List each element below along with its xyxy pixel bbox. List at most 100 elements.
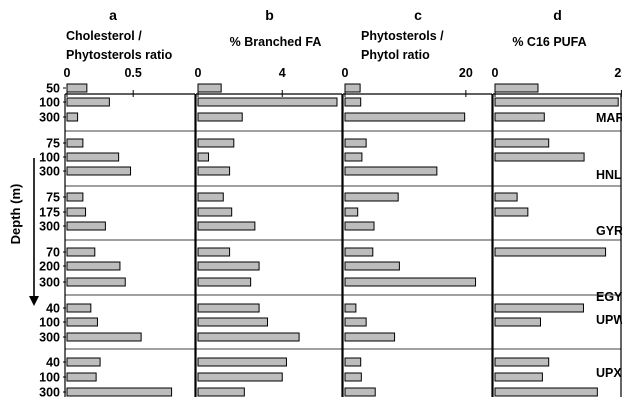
panel-a-tick-label: 0 xyxy=(64,66,71,80)
bar-b-GYR-75 xyxy=(197,192,224,202)
bar-a-HNL-75 xyxy=(66,138,84,148)
bar-c-MAR-50 xyxy=(344,83,361,93)
bar-b-UPX-300 xyxy=(197,387,245,397)
bar-d-MAR-300 xyxy=(494,112,545,122)
bar-a-HNL-100 xyxy=(66,152,120,162)
bar-d-GYR-175 xyxy=(494,207,529,217)
bar-b-HNL-100 xyxy=(197,152,210,162)
bar-b-HNL-75 xyxy=(197,138,235,148)
bar-b-UPX-40 xyxy=(197,357,287,367)
panel-letter-b: b xyxy=(265,7,274,23)
bar-c-MAR-100 xyxy=(344,97,362,107)
bar-b-MAR-50 xyxy=(197,83,222,93)
panel-c-tick-label: 20 xyxy=(459,66,473,80)
depth-label: 70 xyxy=(46,246,60,260)
depth-label: 100 xyxy=(39,316,60,330)
bar-d-MAR-100 xyxy=(494,97,619,107)
bar-c-UPX-40 xyxy=(344,357,362,367)
site-label-EGY: EGY xyxy=(596,290,622,304)
depth-label: 40 xyxy=(46,356,60,370)
panel-a-title-line1: Cholesterol / xyxy=(66,29,142,43)
bar-c-UPW-40 xyxy=(344,303,357,313)
bar-a-EGY-200 xyxy=(66,261,121,271)
bar-c-MAR-300 xyxy=(344,112,466,122)
bar-b-UPW-40 xyxy=(197,303,260,313)
depth-label: 75 xyxy=(46,137,60,151)
bar-b-UPW-300 xyxy=(197,332,300,342)
bar-a-MAR-300 xyxy=(66,112,79,122)
bar-d-GYR-75 xyxy=(494,192,518,202)
bar-a-UPX-100 xyxy=(66,372,97,382)
bar-a-MAR-100 xyxy=(66,97,110,107)
bar-d-HNL-100 xyxy=(494,152,585,162)
bar-c-UPX-100 xyxy=(344,372,362,382)
bar-b-MAR-100 xyxy=(197,97,338,107)
bar-c-GYR-300 xyxy=(344,221,375,231)
panel-b-tick-label: 4 xyxy=(279,66,286,80)
bar-d-HNL-75 xyxy=(494,138,550,148)
depth-label: 50 xyxy=(46,82,60,96)
bar-d-UPX-100 xyxy=(494,372,543,382)
bar-d-UPW-100 xyxy=(494,317,541,327)
bar-b-HNL-300 xyxy=(197,166,231,176)
bar-a-GYR-75 xyxy=(66,192,84,202)
panel-b-tick-label: 0 xyxy=(195,66,202,80)
bar-c-HNL-75 xyxy=(344,138,367,148)
site-label-GYR: GYR xyxy=(596,224,622,238)
panel-c-title-line1: Phytosterols / xyxy=(361,29,444,43)
panel-b-title: % Branched FA xyxy=(230,35,322,49)
site-label-UPW: UPW xyxy=(596,313,622,327)
bar-d-UPX-300 xyxy=(494,387,598,397)
panel-d-title: % C16 PUFA xyxy=(512,35,586,49)
bar-a-UPW-300 xyxy=(66,332,142,342)
depth-arrow-head xyxy=(29,296,39,306)
panel-d-tick-label: 0 xyxy=(492,66,499,80)
bar-b-UPX-100 xyxy=(197,372,283,382)
bar-b-GYR-175 xyxy=(197,207,233,217)
bar-a-UPX-40 xyxy=(66,357,101,367)
bar-a-UPW-40 xyxy=(66,303,92,313)
bar-c-GYR-175 xyxy=(344,207,359,217)
panel-c-title-line2: Phytol ratio xyxy=(361,48,430,62)
depth-label: 100 xyxy=(39,151,60,165)
bar-a-GYR-175 xyxy=(66,207,87,217)
bar-c-GYR-75 xyxy=(344,192,399,202)
panel-d-tick-label: 20 xyxy=(614,66,622,80)
bar-c-EGY-300 xyxy=(344,277,477,287)
depth-label: 40 xyxy=(46,302,60,316)
panel-a-tick-label: 0.5 xyxy=(124,66,141,80)
depth-label: 300 xyxy=(39,386,60,399)
panel-letter-a: a xyxy=(109,7,117,23)
depth-label: 300 xyxy=(39,111,60,125)
bar-b-GYR-300 xyxy=(197,221,256,231)
site-label-MAR: MAR xyxy=(596,111,622,125)
panel-c-tick-label: 0 xyxy=(342,66,349,80)
panel-a-title-line2: Phytosterols ratio xyxy=(66,48,173,62)
depth-label: 100 xyxy=(39,371,60,385)
depth-label: 300 xyxy=(39,276,60,290)
y-axis-label: Depth (m) xyxy=(8,184,23,245)
panel-letter-d: d xyxy=(553,7,562,23)
panel-letter-c: c xyxy=(414,7,422,23)
depth-label: 100 xyxy=(39,96,60,110)
bar-c-UPW-300 xyxy=(344,332,396,342)
bar-c-EGY-70 xyxy=(344,247,374,257)
bar-b-UPW-100 xyxy=(197,317,268,327)
depth-label: 175 xyxy=(39,206,60,220)
site-label-HNL: HNL xyxy=(596,168,622,182)
bar-a-GYR-300 xyxy=(66,221,106,231)
bar-c-EGY-200 xyxy=(344,261,400,271)
bar-a-UPX-300 xyxy=(66,387,173,397)
bar-d-UPX-40 xyxy=(494,357,550,367)
depth-label: 300 xyxy=(39,165,60,179)
bar-c-HNL-300 xyxy=(344,166,438,176)
depth-label: 75 xyxy=(46,191,60,205)
bar-d-MAR-50 xyxy=(494,83,539,93)
bar-a-EGY-70 xyxy=(66,247,96,257)
bar-a-HNL-300 xyxy=(66,166,132,176)
bar-d-UPW-40 xyxy=(494,303,584,313)
bar-d-EGY-70 xyxy=(494,247,607,257)
depth-label: 200 xyxy=(39,260,60,274)
bar-b-EGY-300 xyxy=(197,277,252,287)
